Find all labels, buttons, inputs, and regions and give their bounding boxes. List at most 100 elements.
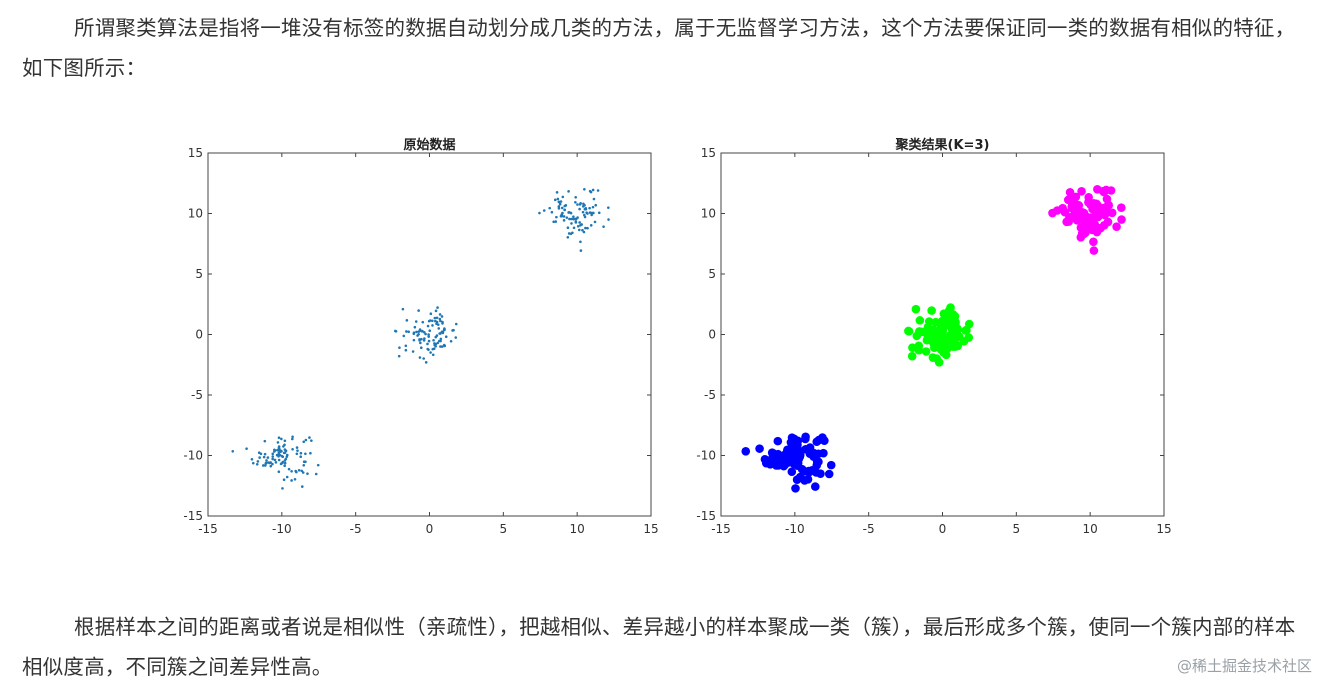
data-point [586, 212, 589, 215]
data-point [277, 453, 280, 456]
y-tick-label: -15 [696, 509, 716, 523]
data-point [273, 450, 276, 453]
data-point [607, 218, 610, 221]
cluster-result-scatter-plot: 聚类结果(K=3) -15 -10 -5 0 5 10 15 15 10 5 0 -5 -10 -15 [696, 137, 1171, 536]
data-point [907, 351, 917, 361]
data-point [290, 479, 293, 482]
data-point [562, 219, 566, 222]
data-point [557, 205, 561, 208]
data-point [589, 211, 593, 215]
data-point [429, 351, 432, 354]
data-point [295, 452, 299, 456]
data-point [435, 334, 439, 337]
x-tick-label: -10 [272, 522, 292, 536]
data-point [432, 338, 435, 342]
data-point [302, 440, 306, 444]
data-point [1077, 187, 1086, 196]
data-point [553, 198, 557, 202]
data-point [561, 211, 564, 215]
data-point [419, 341, 422, 345]
data-point [810, 482, 820, 491]
data-point [791, 484, 800, 493]
data-point [571, 231, 574, 235]
data-point [398, 346, 401, 349]
data-point [1060, 207, 1070, 217]
data-point [1066, 194, 1076, 204]
data-point [437, 327, 441, 330]
data-point [552, 220, 555, 224]
data-point [574, 196, 577, 199]
data-point [568, 217, 571, 221]
data-point [548, 206, 551, 210]
data-point [415, 330, 418, 334]
data-point [293, 478, 297, 481]
data-point [429, 312, 433, 316]
data-point [929, 343, 939, 352]
data-point [557, 207, 561, 210]
data-point [420, 330, 424, 333]
data-point [936, 344, 945, 354]
data-point [266, 456, 270, 459]
data-point [944, 306, 954, 316]
explanation-paragraph: 根据样本之间的距离或者说是相似性（亲疏性），把越相似、差异越小的样本聚成一类（簇… [22, 615, 1296, 679]
data-point [582, 230, 586, 234]
data-point [299, 455, 302, 458]
data-point [404, 344, 408, 348]
data-point [263, 439, 267, 443]
data-point [925, 327, 934, 337]
data-point [401, 307, 405, 311]
data-point [806, 446, 815, 455]
data-point [277, 470, 281, 474]
data-point [431, 319, 434, 323]
y-tick-label: 5 [195, 267, 203, 281]
data-point [964, 319, 974, 329]
data-point [1084, 193, 1093, 202]
data-point [579, 249, 583, 252]
data-point [417, 332, 420, 336]
data-point [582, 202, 585, 206]
data-point [555, 191, 559, 194]
data-point [231, 450, 235, 453]
data-point [277, 451, 281, 454]
data-point [300, 485, 304, 488]
data-point [773, 436, 783, 446]
data-point [304, 452, 307, 456]
data-point [579, 240, 582, 244]
y-tick-label: 0 [195, 328, 203, 342]
x-tick-label: 10 [1083, 522, 1098, 536]
data-point [418, 339, 421, 342]
data-point [418, 356, 422, 359]
cluster-result-chart: 聚类结果(K=3) -15 -10 -5 0 5 10 15 15 10 5 0 -5 -10 -15 [688, 132, 1178, 552]
data-point [812, 457, 822, 467]
data-point [436, 341, 440, 345]
data-point [402, 334, 406, 338]
data-point [264, 462, 268, 465]
data-point [284, 457, 288, 461]
data-point [560, 206, 564, 210]
data-point [435, 320, 439, 324]
data-point [263, 452, 267, 456]
data-point [397, 354, 401, 358]
data-point [424, 332, 427, 336]
data-point [304, 438, 308, 442]
y-tick-label: 15 [188, 146, 203, 160]
data-point [442, 343, 446, 347]
data-point [578, 203, 582, 206]
y-tick-label: -5 [704, 388, 716, 402]
data-point [574, 221, 578, 224]
y-tick-label: -10 [696, 449, 716, 463]
data-point [285, 475, 289, 479]
data-point [412, 338, 416, 342]
data-point [277, 458, 281, 462]
data-point [417, 330, 421, 333]
data-point [438, 332, 441, 335]
data-point [287, 467, 291, 471]
data-point [440, 345, 444, 348]
x-tick-label: -15 [711, 522, 731, 536]
data-point [578, 221, 581, 224]
data-point [310, 439, 313, 442]
data-point [405, 319, 409, 322]
data-point [952, 325, 962, 335]
data-point [412, 332, 416, 336]
data-point [1088, 200, 1098, 209]
